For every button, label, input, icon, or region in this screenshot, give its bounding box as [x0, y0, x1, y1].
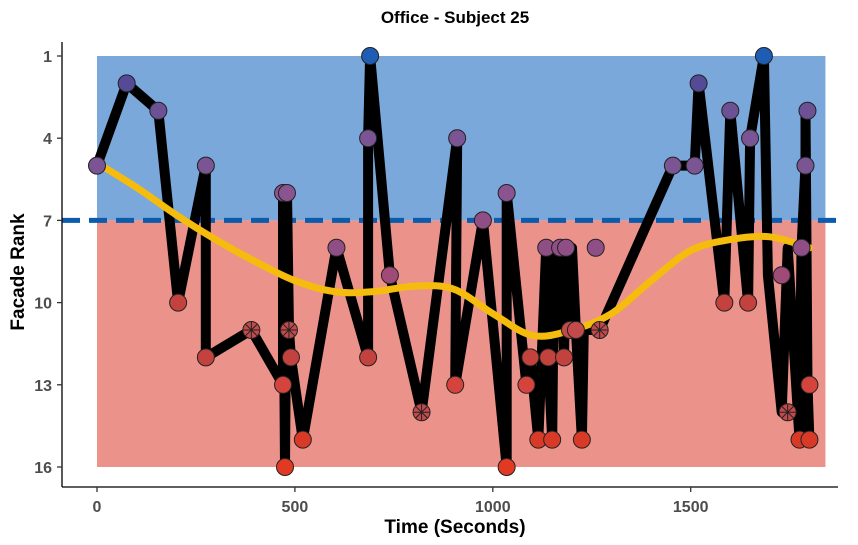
data-point-cross-mark — [413, 404, 430, 421]
data-point — [276, 458, 295, 476]
data-point — [792, 238, 811, 257]
data-point — [277, 184, 296, 202]
axes — [61, 42, 838, 488]
data-point — [359, 348, 378, 367]
data-point — [521, 348, 540, 367]
x-tick-label: 1500 — [673, 499, 709, 516]
data-point — [739, 293, 758, 312]
data-point — [754, 47, 773, 65]
data-point — [685, 156, 704, 175]
data-point — [274, 375, 293, 394]
x-tick-label: 0 — [93, 499, 102, 516]
data-point — [497, 458, 516, 476]
smooth-trend-path — [93, 159, 813, 340]
data-point — [715, 293, 734, 312]
data-point — [539, 348, 558, 367]
smooth-trend-line — [93, 159, 813, 340]
x-ticks: 0 500 1000 1500 — [93, 487, 709, 516]
data-point — [448, 129, 467, 148]
data-point — [497, 184, 516, 202]
data-point-cross-mark — [280, 322, 297, 338]
data-point — [473, 211, 492, 230]
y-tick-label: 1 — [43, 49, 52, 66]
data-point — [689, 74, 708, 93]
data-point — [149, 101, 168, 120]
data-point — [281, 348, 300, 367]
y-ticks: 1 4 7 10 13 16 — [34, 49, 62, 477]
data-point — [772, 266, 791, 285]
data-point — [196, 156, 215, 175]
data-point — [557, 238, 576, 257]
y-axis-title: Facade Rank — [8, 213, 29, 331]
data-point — [517, 375, 536, 394]
data-point — [741, 129, 760, 148]
data-point-cross-mark — [243, 322, 260, 338]
y-tick-label: 16 — [34, 460, 52, 477]
data-point — [327, 238, 346, 257]
data-point — [380, 266, 399, 285]
data-point — [543, 430, 562, 449]
y-tick-label: 7 — [43, 213, 52, 230]
data-point — [117, 74, 136, 93]
data-point — [293, 430, 312, 449]
x-axis-title: Time (Seconds) — [384, 517, 525, 538]
data-point — [721, 101, 740, 120]
data-point-cross-mark — [779, 404, 796, 421]
data-point — [196, 348, 215, 367]
data-point — [663, 156, 682, 175]
y-tick-label: 4 — [43, 131, 52, 148]
data-point — [359, 129, 378, 148]
data-point — [586, 238, 605, 257]
data-point — [446, 375, 465, 394]
x-tick-label: 1000 — [475, 499, 511, 516]
x-tick-label: 500 — [282, 499, 309, 516]
data-point — [555, 348, 574, 367]
data-points — [88, 47, 819, 476]
data-point — [800, 430, 819, 449]
data-point — [798, 101, 817, 120]
y-tick-label: 10 — [34, 296, 52, 313]
data-point — [88, 156, 106, 175]
y-tick-label: 13 — [34, 378, 52, 395]
data-point — [169, 293, 188, 312]
data-point — [566, 321, 585, 339]
data-point — [361, 47, 380, 65]
data-point — [800, 375, 819, 394]
data-point — [572, 430, 591, 449]
data-point — [796, 156, 815, 175]
data-point-cross-mark — [591, 322, 608, 338]
chart-title: Office - Subject 25 — [381, 8, 529, 27]
